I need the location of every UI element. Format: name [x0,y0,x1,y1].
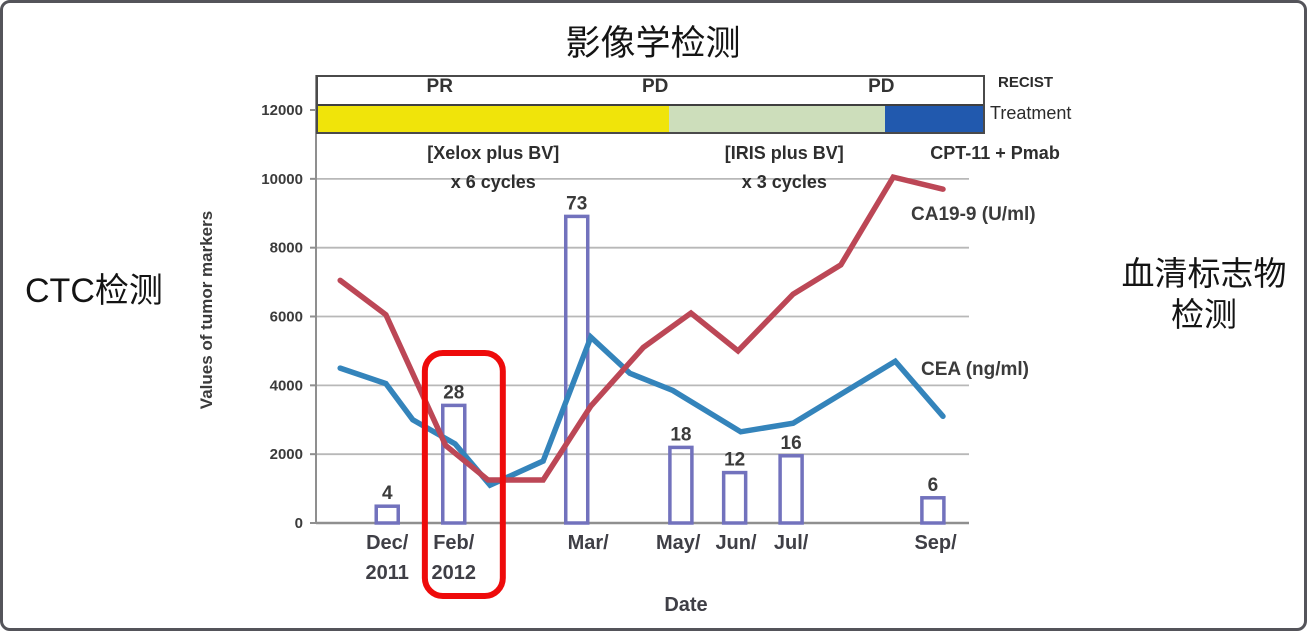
y-axis-title: Values of tumor markers [197,210,216,410]
treatment-segment-cpt-11-pmab [884,106,983,132]
ctc-bar [563,214,590,525]
response-label-pd: PD [641,76,669,97]
x-tick-label: Dec/ [366,532,409,554]
treatment-label-line1: CPT-11 + Pmab [930,143,1060,163]
ctc-bar [441,403,467,525]
treatment-label-line2: x 3 cycles [741,172,827,192]
ctc-bar-value: 4 [382,483,393,504]
ctc-bar-value: 18 [670,424,691,445]
x-tick-label-year: 2012 [432,562,477,584]
treatment-segment-iris-plus-bv [669,106,885,132]
treatment-segment-xelox-plus-bv [318,106,670,132]
treatment-label-line2: x 6 cycles [450,172,536,192]
highlight-rect [421,350,506,599]
ctc-bar [668,445,694,525]
x-tick-label: Jul/ [774,532,809,554]
x-tick-label: Mar/ [568,532,610,554]
x-tick-label: May/ [656,532,701,554]
ctc-bar-value: 28 [443,382,464,403]
treatment-timeline-band [318,104,983,132]
x-tick-label: Sep/ [914,532,957,554]
chart-canvas: 0 2000 4000 6000 8000 10000 12000 4 28 73 18 12 16 6 D… [261,75,969,599]
x-tick-label: Jun/ [715,532,757,554]
ctc-bar-value: 16 [781,433,802,454]
page-title: 影像学检测 [565,24,741,63]
serum-markers-label: 血清标志物 检测 [1122,253,1287,335]
x-tick-label-year: 2011 [366,562,409,584]
y-tick-label: 10000 [261,171,303,188]
y-tick-label: 6000 [270,309,303,326]
ctc-bar [374,504,400,525]
cea-line [337,332,946,489]
ctc-bar-value: 6 [928,475,939,496]
ctc-bar [721,470,748,525]
ca19-9-series-label: CA19-9 (U/ml) [911,204,1036,225]
ctc-label: CTC检测 [25,272,163,310]
x-tick-label: Feb/ [433,532,475,554]
ctc-bar-value: 73 [566,193,587,214]
treatment-label: CPT-11 + Pmab [930,139,1060,168]
response-label-pr: PR [426,76,453,97]
ctc-bar [778,454,804,525]
serum-markers-label-line1: 血清标志物 [1121,255,1287,292]
cea-series-label: CEA (ng/ml) [921,359,1030,380]
y-tick-label: 4000 [270,377,303,394]
ca19-9-line [337,173,946,483]
treatment-caption: Treatment [990,103,1072,123]
y-tick-label: 12000 [261,102,303,119]
x-axis-title: Date [664,594,708,616]
y-tick-label: 2000 [270,446,303,463]
ctc-bar [920,496,946,525]
recist-caption: RECIST [998,74,1054,91]
ctc-bar-value: 12 [724,450,745,471]
serum-markers-label-line2: 检测 [1171,296,1237,333]
response-label-pd: PD [868,76,895,97]
treatment-label: [Xelox plus BV] x 6 cycles [427,139,559,197]
recist-treatment-box [316,75,985,134]
y-tick-label: 0 [295,515,303,532]
treatment-label: [IRIS plus BV] x 3 cycles [725,139,844,197]
y-tick-label: 8000 [270,240,303,257]
treatment-label-line1: [Xelox plus BV] [427,143,560,163]
treatment-label-line1: [IRIS plus BV] [724,143,844,163]
